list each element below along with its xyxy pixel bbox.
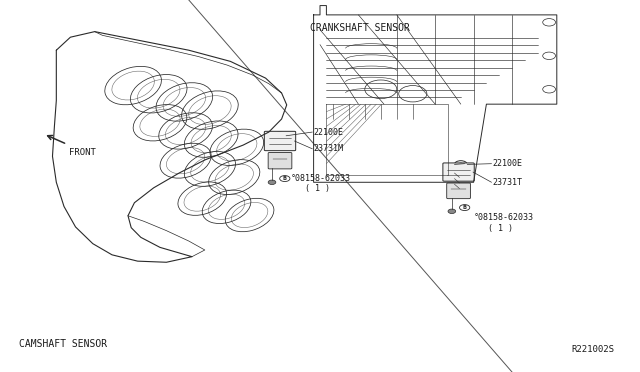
Text: °08158-62033: °08158-62033 xyxy=(474,213,534,222)
Circle shape xyxy=(460,205,470,211)
Text: R221002S: R221002S xyxy=(572,345,614,354)
Text: ( 1 ): ( 1 ) xyxy=(488,224,513,232)
Text: CRANKSHAFT SENSOR: CRANKSHAFT SENSOR xyxy=(310,23,410,33)
Text: B: B xyxy=(463,205,467,210)
FancyBboxPatch shape xyxy=(447,183,470,199)
FancyBboxPatch shape xyxy=(443,163,474,181)
Text: 22100E: 22100E xyxy=(493,159,523,168)
Circle shape xyxy=(280,176,290,182)
Circle shape xyxy=(458,163,463,166)
Text: ( 1 ): ( 1 ) xyxy=(305,185,330,193)
Circle shape xyxy=(454,161,467,168)
FancyBboxPatch shape xyxy=(264,131,296,151)
FancyBboxPatch shape xyxy=(268,153,292,169)
Text: CAMSHAFT SENSOR: CAMSHAFT SENSOR xyxy=(19,339,108,349)
Text: 23731M: 23731M xyxy=(314,144,344,153)
Text: °08158-62033: °08158-62033 xyxy=(291,174,351,183)
Text: B: B xyxy=(283,176,287,181)
Text: 22100E: 22100E xyxy=(314,128,344,137)
Text: FRONT: FRONT xyxy=(69,148,96,157)
Circle shape xyxy=(448,209,456,214)
Text: 23731T: 23731T xyxy=(493,178,523,187)
Circle shape xyxy=(273,132,286,140)
Circle shape xyxy=(277,134,282,137)
Circle shape xyxy=(268,180,276,185)
